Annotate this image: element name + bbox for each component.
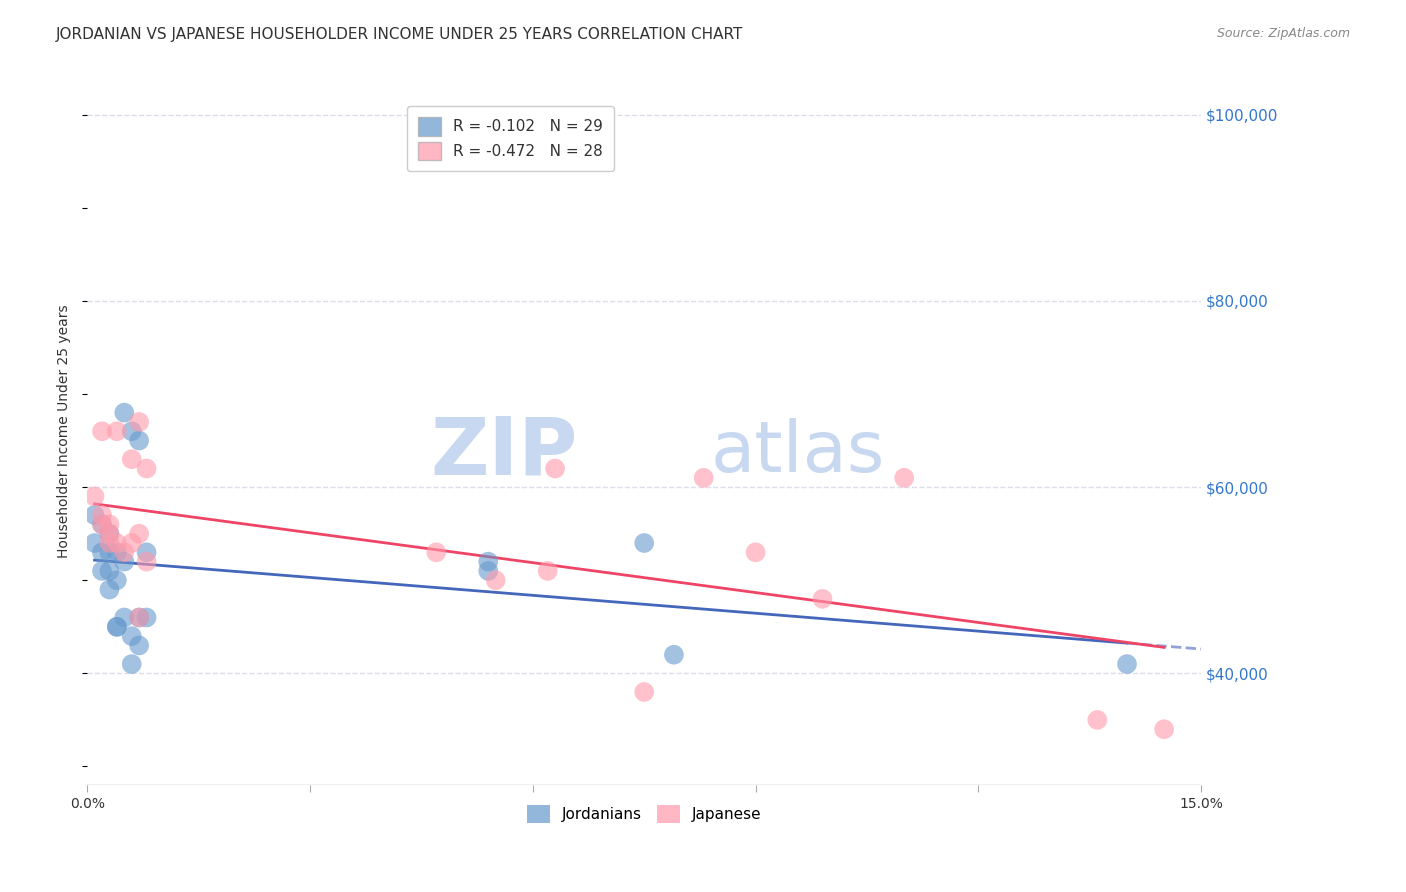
Point xyxy=(1153,723,1175,737)
Point xyxy=(744,545,766,559)
Point xyxy=(537,564,560,578)
Point xyxy=(105,424,128,438)
Point xyxy=(121,536,143,550)
Point xyxy=(91,508,114,522)
Point xyxy=(112,555,135,569)
Point xyxy=(83,536,105,550)
Point xyxy=(98,582,121,597)
Point xyxy=(128,610,150,624)
Point xyxy=(893,471,915,485)
Point xyxy=(128,639,150,653)
Point xyxy=(633,685,655,699)
Point xyxy=(477,564,499,578)
Point xyxy=(105,620,128,634)
Text: JORDANIAN VS JAPANESE HOUSEHOLDER INCOME UNDER 25 YEARS CORRELATION CHART: JORDANIAN VS JAPANESE HOUSEHOLDER INCOME… xyxy=(56,27,744,42)
Point xyxy=(1116,657,1139,671)
Text: Source: ZipAtlas.com: Source: ZipAtlas.com xyxy=(1216,27,1350,40)
Point xyxy=(121,452,143,467)
Point xyxy=(121,629,143,643)
Point xyxy=(98,526,121,541)
Point xyxy=(1085,713,1108,727)
Point xyxy=(128,526,150,541)
Point xyxy=(633,536,655,550)
Point xyxy=(105,573,128,587)
Point xyxy=(135,461,157,475)
Point xyxy=(544,461,567,475)
Point xyxy=(811,591,834,606)
Point xyxy=(105,536,128,550)
Legend: Jordanians, Japanese: Jordanians, Japanese xyxy=(516,794,772,834)
Point xyxy=(112,545,135,559)
Point xyxy=(105,620,128,634)
Point xyxy=(112,406,135,420)
Point xyxy=(662,648,685,662)
Point xyxy=(121,424,143,438)
Point xyxy=(112,610,135,624)
Point xyxy=(135,610,157,624)
Text: atlas: atlas xyxy=(711,418,886,487)
Point xyxy=(105,545,128,559)
Point xyxy=(91,517,114,532)
Point xyxy=(98,564,121,578)
Point xyxy=(128,434,150,448)
Point xyxy=(83,490,105,504)
Point xyxy=(98,536,121,550)
Y-axis label: Householder Income Under 25 years: Householder Income Under 25 years xyxy=(58,304,72,558)
Point xyxy=(121,657,143,671)
Point xyxy=(91,424,114,438)
Point xyxy=(128,610,150,624)
Point xyxy=(83,508,105,522)
Point xyxy=(477,555,499,569)
Point xyxy=(98,517,121,532)
Point xyxy=(91,517,114,532)
Point xyxy=(91,545,114,559)
Point xyxy=(128,415,150,429)
Point xyxy=(135,545,157,559)
Point xyxy=(98,526,121,541)
Point xyxy=(425,545,447,559)
Point xyxy=(485,573,508,587)
Point xyxy=(692,471,714,485)
Point xyxy=(98,545,121,559)
Point xyxy=(135,555,157,569)
Text: ZIP: ZIP xyxy=(430,414,578,491)
Point xyxy=(91,564,114,578)
